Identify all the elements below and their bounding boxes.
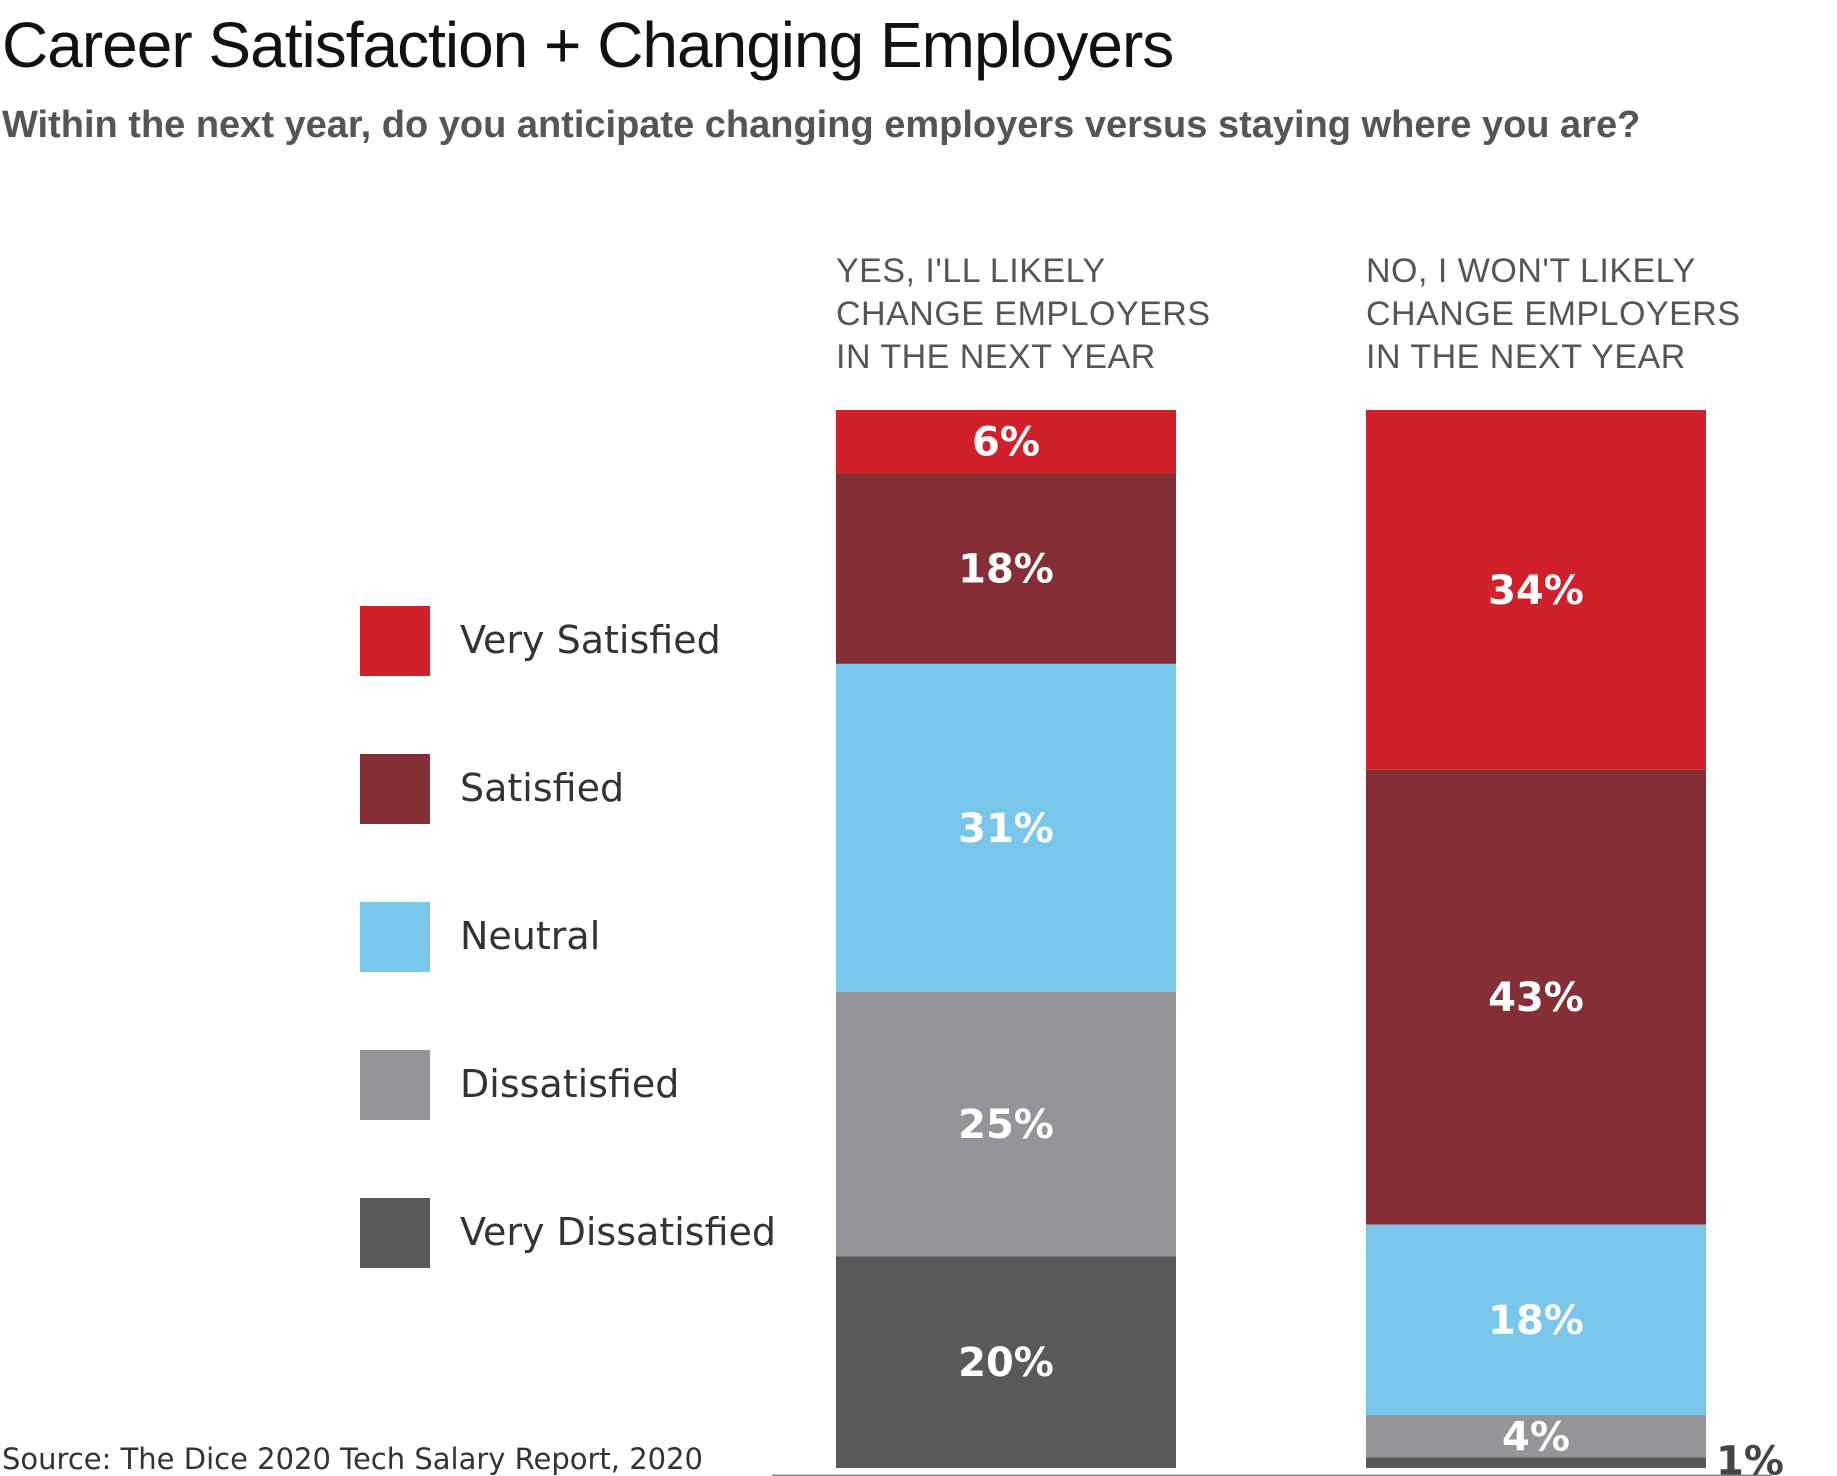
legend-swatch-very-dissatisfied xyxy=(360,1198,430,1268)
legend-item-very-dissatisfied: Very Dissatisfied xyxy=(360,1198,800,1268)
bar-segment-no-satisfied xyxy=(1366,769,1706,1225)
chart-subtitle: Within the next year, do you anticipate … xyxy=(2,104,1641,146)
bar-segment-yes-satisfied xyxy=(836,473,1176,664)
data-label-yes-satisfied: 18% xyxy=(958,547,1054,593)
bar-segment-yes-very-satisfied xyxy=(836,410,1176,474)
bar-segment-yes-neutral xyxy=(836,663,1176,992)
legend-swatch-dissatisfied xyxy=(360,1050,430,1120)
source-note: Source: The Dice 2020 Tech Salary Report… xyxy=(2,1442,704,1476)
legend-label-dissatisfied: Dissatisfied xyxy=(460,1062,680,1106)
legend-label-very-dissatisfied: Very Dissatisfied xyxy=(460,1210,777,1254)
legend-label-very-satisfied: Very Satisfied xyxy=(460,618,721,662)
data-label-yes-very-satisfied: 6% xyxy=(972,420,1040,466)
bar-segment-yes-very-dissatisfied xyxy=(836,1256,1176,1468)
column-header-no: NO, I WON'T LIKELY CHANGE EMPLOYERS IN T… xyxy=(1366,252,1741,376)
legend-swatch-satisfied xyxy=(360,754,430,824)
legend-item-satisfied: Satisfied xyxy=(360,754,800,824)
legend-swatch-very-satisfied xyxy=(360,606,430,676)
bar-segment-no-very-satisfied xyxy=(1366,410,1706,770)
data-label-no-satisfied: 43% xyxy=(1488,975,1584,1021)
data-label-yes-very-dissatisfied: 20% xyxy=(958,1340,1054,1386)
data-label-no-neutral: 18% xyxy=(1488,1298,1584,1344)
legend-item-very-satisfied: Very Satisfied xyxy=(360,606,800,676)
legend-item-neutral: Neutral xyxy=(360,902,800,972)
bar-segment-no-very-dissatisfied xyxy=(1366,1457,1706,1468)
legend-label-satisfied: Satisfied xyxy=(460,766,625,810)
column-header-yes: YES, I'LL LIKELY CHANGE EMPLOYERS IN THE… xyxy=(836,252,1211,376)
legend-swatch-neutral xyxy=(360,902,430,972)
bar-segment-no-dissatisfied xyxy=(1366,1415,1706,1458)
data-label-no-dissatisfied: 4% xyxy=(1502,1414,1570,1460)
legend-item-dissatisfied: Dissatisfied xyxy=(360,1050,800,1120)
bar-segment-yes-dissatisfied xyxy=(836,991,1176,1257)
bar-segment-no-neutral xyxy=(1366,1224,1706,1416)
data-label-no-very-dissatisfied: 1% xyxy=(1716,1439,1784,1476)
chart-title: Career Satisfaction + Changing Employers xyxy=(2,9,1174,81)
data-label-yes-neutral: 31% xyxy=(958,806,1054,852)
legend-label-neutral: Neutral xyxy=(460,914,601,958)
data-label-yes-dissatisfied: 25% xyxy=(958,1102,1054,1148)
data-label-no-very-satisfied: 34% xyxy=(1488,568,1584,614)
